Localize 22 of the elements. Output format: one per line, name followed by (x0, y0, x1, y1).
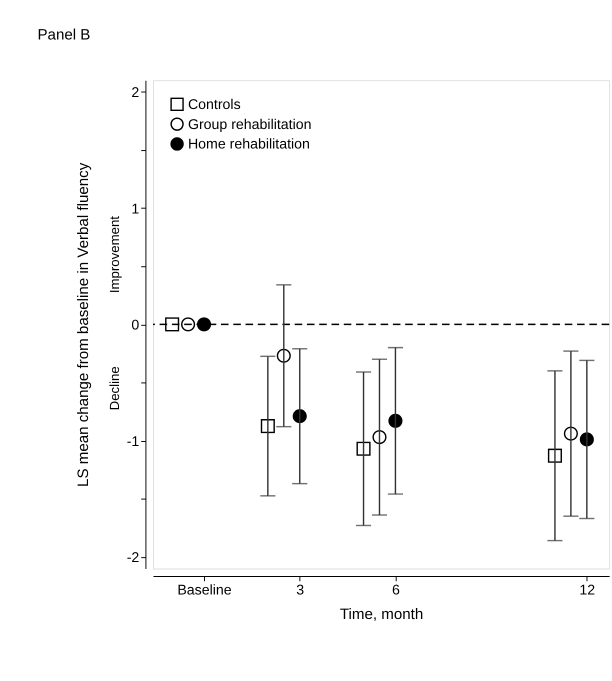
point (165, 317, 180, 332)
point (372, 430, 387, 444)
legend-label: Group rehabilitation (188, 116, 312, 133)
y-tick-label: -1 (126, 434, 140, 450)
legend-label: Home rehabilitation (188, 136, 310, 153)
x-tick-label: Baseline (177, 582, 232, 598)
legend-label: Controls (188, 97, 241, 114)
point (356, 442, 371, 456)
point (196, 317, 212, 332)
y-axis-title: LS mean change from baseline in Verbal fluency (74, 162, 92, 487)
text: Decline (107, 366, 122, 410)
chart-title: Panel B (37, 26, 90, 44)
x-tick-label: 3 (296, 582, 304, 598)
y-tick-label: 1 (131, 201, 140, 218)
x-tick-label: 12 (579, 582, 596, 598)
point (181, 317, 196, 332)
text: Improvement (107, 216, 122, 294)
y-tick-label: 0 (131, 318, 140, 334)
x-axis-title: Time, month (340, 606, 424, 624)
y-tick-label: -2 (126, 550, 140, 566)
x-tick-label: 6 (392, 582, 400, 598)
y-tick-label: 2 (131, 85, 140, 102)
